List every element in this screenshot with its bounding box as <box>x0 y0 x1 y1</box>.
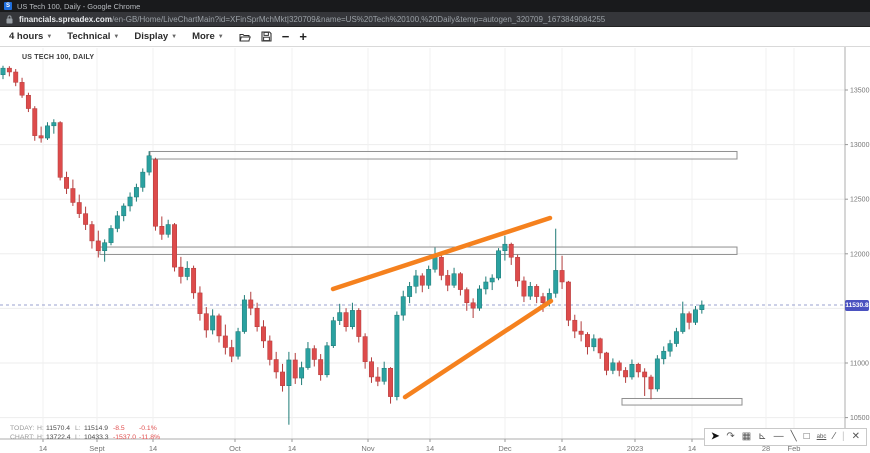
more-dropdown[interactable]: More ▼ <box>192 31 224 42</box>
price-axis-labels: 13500130001250012000115001100010500 <box>845 88 870 422</box>
url-path: /en-GB/Home/LiveChartMain?id=XFinSprMchM… <box>111 14 606 24</box>
timeframe-dropdown-label: 4 hours <box>9 31 44 42</box>
chevron-down-icon: ▼ <box>171 33 178 40</box>
window-title: US Tech 100, Daily - Google Chrome <box>17 1 141 11</box>
rectangle-tool-icon[interactable]: □ <box>803 431 810 442</box>
change-value: -1537.0 <box>113 434 137 441</box>
freehand-draw-tool-icon[interactable]: ↷ <box>726 431 735 442</box>
price-tick-label: 12500 <box>850 197 870 204</box>
legend-row-name: CHART: <box>10 434 35 441</box>
symbol-title: US TECH 100, DAILY <box>22 54 95 61</box>
ohlc-legend: TODAY: H: 11570.4 L: 11514.9 -8.5 -0.1% CHART:… <box>10 424 165 442</box>
legend-today-row: TODAY: H: 11570.4 L: 11514.9 -8.5 -0.1% <box>10 424 165 433</box>
chevron-down-icon: ▼ <box>217 33 224 40</box>
time-tick-label: 28 <box>762 444 770 453</box>
axis-tool-icon[interactable]: ⊾ <box>758 431 767 442</box>
time-tick-label: 14 <box>288 444 296 453</box>
chart-toolbar: 4 hours ▼ Technical ▼ Display ▼ More ▼ −… <box>0 27 870 47</box>
grid-tool-icon[interactable]: ▦ <box>741 431 752 442</box>
lock-icon <box>6 14 13 23</box>
low-label: L: <box>75 425 81 432</box>
pointer-tool-icon[interactable]: ➤ <box>710 431 720 442</box>
time-tick-label: Feb <box>788 444 801 453</box>
trend-line-tool-icon[interactable]: ╲ <box>790 431 797 442</box>
zoom-in-button[interactable]: + <box>299 30 307 43</box>
address-bar[interactable]: financials.spreadex.com/en-GB/Home/LiveC… <box>0 12 870 27</box>
price-tick-label: 10500 <box>850 415 870 422</box>
legend-chart-row: CHART: H: 13722.4 L: 10433.3 -1537.0 -11.8% <box>10 433 165 442</box>
high-value: 11570.4 <box>46 425 71 432</box>
display-dropdown[interactable]: Display ▼ <box>134 31 177 42</box>
change-pct-value: -11.8% <box>139 434 161 441</box>
price-tick-label: 13500 <box>850 88 870 95</box>
time-tick-label: Oct <box>229 444 242 453</box>
trend-line[interactable] <box>402 298 554 400</box>
drawing-toolbar: ➤ ↷ ▦ ⊾ — ╲ □ abc ∕ | ✕ <box>703 428 867 446</box>
folder-open-icon <box>239 33 251 41</box>
delete-drawing-tool-icon[interactable]: ✕ <box>851 431 860 442</box>
price-tick-label: 13000 <box>850 142 870 149</box>
support-resistance-zones[interactable] <box>99 150 743 406</box>
price-chart-canvas[interactable]: 1350013000125001200011500110001050014Sep… <box>0 47 870 453</box>
low-value: 10433.3 <box>84 434 109 441</box>
change-value: -8.5 <box>113 425 125 432</box>
technical-dropdown[interactable]: Technical ▼ <box>67 31 119 42</box>
plus-icon: + <box>299 29 307 44</box>
high-label: H: <box>37 425 44 432</box>
chevron-down-icon: ▼ <box>46 33 53 40</box>
high-value: 13722.4 <box>46 434 71 441</box>
high-label: H: <box>37 434 44 441</box>
chevron-down-icon: ▼ <box>113 33 120 40</box>
line-tool-icon[interactable]: ∕ <box>833 431 835 442</box>
price-zone-rectangle[interactable] <box>149 150 738 160</box>
window-titlebar: S US Tech 100, Daily - Google Chrome <box>0 0 870 12</box>
time-tick-label: 14 <box>149 444 157 453</box>
more-dropdown-label: More <box>192 31 215 42</box>
time-axis-labels: 14 Sept 14 Oct 14 Nov 14 Dec 14 2023 14 28 Feb <box>39 439 801 453</box>
timeframe-dropdown[interactable]: 4 hours ▼ <box>9 31 52 42</box>
grid-lines <box>0 48 845 439</box>
time-tick-label: Sept <box>89 444 105 453</box>
display-dropdown-label: Display <box>134 31 169 42</box>
time-tick-label: 14 <box>39 444 47 453</box>
zoom-out-button[interactable]: − <box>282 30 290 43</box>
url-domain: financials.spreadex.com <box>19 14 112 24</box>
time-tick-label: 14 <box>558 444 566 453</box>
text-tool-icon[interactable]: abc <box>816 434 827 440</box>
price-zone-rectangle[interactable] <box>99 246 738 255</box>
time-tick-label: Dec <box>498 444 512 453</box>
change-pct-value: -0.1% <box>139 425 157 432</box>
url-text[interactable]: financials.spreadex.com/en-GB/Home/LiveC… <box>19 15 605 24</box>
horizontal-line-tool-icon[interactable]: — <box>773 431 784 442</box>
time-tick-label: Nov <box>361 444 375 453</box>
time-tick-label: 14 <box>426 444 434 453</box>
save-icon <box>261 31 272 42</box>
trend-lines[interactable] <box>330 215 554 400</box>
minus-icon: − <box>281 29 290 44</box>
open-chart-button[interactable] <box>239 32 251 42</box>
time-tick-label: 2023 <box>627 444 644 453</box>
current-price-badge: 11530.8 <box>845 299 869 311</box>
spreadex-favicon: S <box>4 2 12 10</box>
price-tick-label: 12000 <box>850 251 870 258</box>
price-zone-rectangle[interactable] <box>621 397 743 406</box>
save-chart-button[interactable] <box>261 31 272 42</box>
legend-row-name: TODAY: <box>10 425 35 432</box>
technical-dropdown-label: Technical <box>67 31 111 42</box>
low-label: L: <box>75 434 81 441</box>
chart-area[interactable]: 1350013000125001200011500110001050014Sep… <box>0 47 870 453</box>
trend-line[interactable] <box>330 215 553 292</box>
time-tick-label: 14 <box>688 444 696 453</box>
price-tick-label: 11000 <box>850 361 869 368</box>
candlestick-series <box>0 65 705 425</box>
toolbar-divider: | <box>842 431 845 442</box>
low-value: 11514.9 <box>84 425 109 432</box>
